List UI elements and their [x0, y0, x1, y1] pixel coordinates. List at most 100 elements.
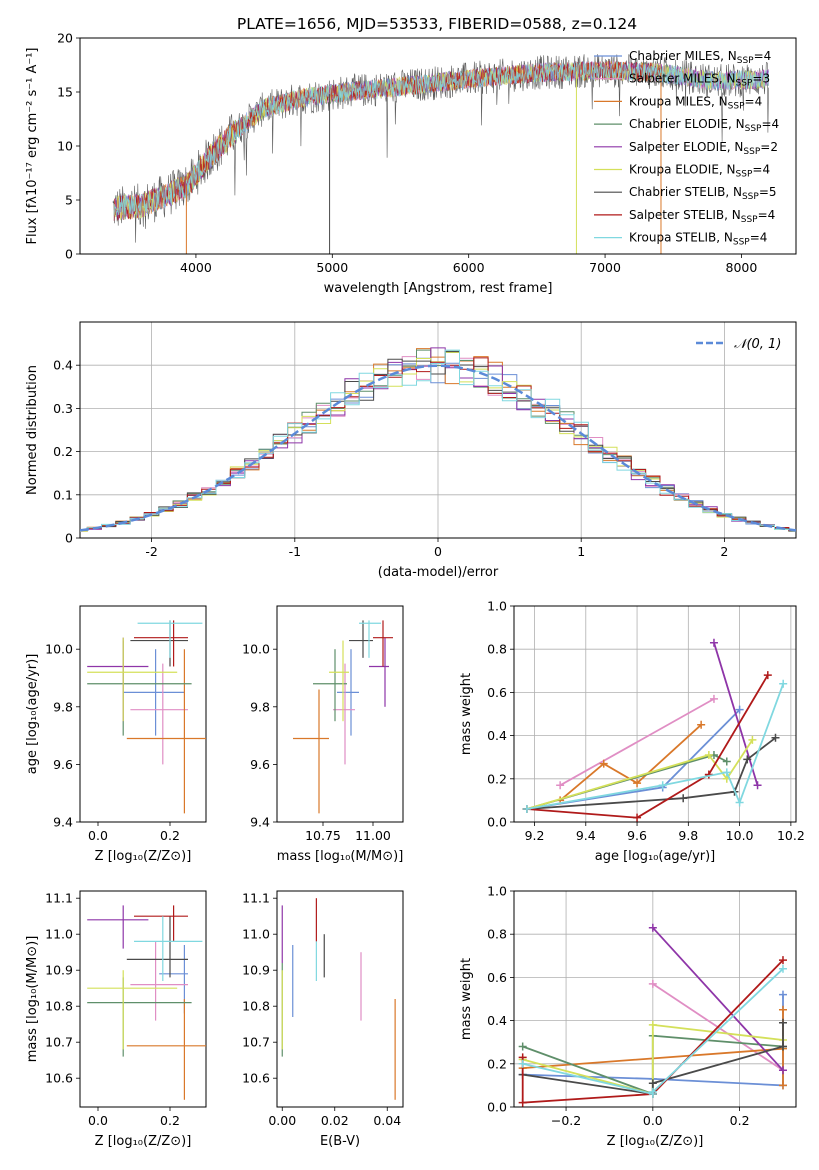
series-marker — [735, 705, 744, 714]
y-tick-label: 0.6 — [487, 970, 507, 985]
mass_weight_vs_age-axes: 9.2 9.4 9.6 9.8 10.0 10.2 0.0 0.2 0.4 0.6 0.8 1.0 ag… — [459, 599, 805, 865]
series-marker — [778, 964, 787, 973]
series-marker — [518, 1042, 527, 1051]
y-tick-label: 0.4 — [487, 728, 507, 743]
x-tick-label: 11.00 — [355, 828, 391, 843]
series-marker — [697, 720, 706, 729]
x-tick-label: 0.2 — [730, 1113, 750, 1128]
spectrum-series-4 — [113, 60, 769, 220]
mass_vs_ebv-points — [281, 898, 396, 1100]
series-marker — [633, 813, 642, 822]
series-marker — [522, 805, 531, 814]
series-marker — [753, 781, 762, 790]
spectrum-series-7 — [113, 60, 663, 221]
y-tick-label: 0.4 — [487, 1013, 507, 1028]
y-tick-label: 1.0 — [487, 884, 507, 899]
y-tick-label: 9.8 — [53, 699, 73, 714]
x-tick-label: -2 — [145, 544, 157, 559]
legend-label: Kroupa MILES, NSSP=4 — [629, 94, 762, 111]
series-marker — [556, 781, 565, 790]
x-axis-label: Z [log₁₀(Z/Z⊙)] — [607, 1134, 704, 1149]
series-marker — [778, 1018, 787, 1027]
series-marker — [771, 733, 780, 742]
x-tick-label: 1 — [577, 544, 585, 559]
mass_vs_Z-axes: 0.0 0.2 10.6 10.7 10.8 10.9 11.0 11.1 Z [log₁₀(Z… — [25, 890, 207, 1149]
axes-frame — [79, 605, 207, 823]
x-tick-label: 0.04 — [373, 1113, 401, 1128]
y-tick-label: 10.6 — [45, 1071, 73, 1086]
series-marker — [658, 781, 667, 790]
y-tick-label: 11.1 — [45, 891, 73, 906]
spectrum-legend: Chabrier MILES, NSSP=4 Salpeter MILES, NS… — [594, 49, 779, 248]
y-tick-label: 10.6 — [242, 1071, 270, 1086]
x-axis-label: wavelength [Angstrom, rest frame] — [324, 281, 553, 296]
y-tick-label: 1.0 — [487, 599, 507, 614]
mass_weight_vs_Z-axes: −0.2 0.0 0.2 0.0 0.2 0.4 0.6 0.8 1.0 Z [log₁₀(Z/Z… — [459, 884, 797, 1149]
series-marker — [779, 679, 788, 688]
y-tick-label: 0 — [65, 247, 73, 262]
y-axis-label: age [log₁₀(age/yr)] — [25, 654, 40, 775]
y-tick-label: 0.2 — [487, 771, 507, 786]
spectrum-lines — [112, 54, 769, 254]
legend-label: Salpeter STELIB, NSSP=4 — [629, 208, 775, 225]
y-tick-label: 9.8 — [250, 699, 270, 714]
series-marker — [743, 755, 752, 764]
y-tick-label: 0.0 — [487, 1100, 507, 1115]
series-marker — [735, 798, 744, 807]
x-tick-label: 9.4 — [576, 828, 596, 843]
series-marker — [599, 759, 608, 768]
series-marker — [704, 751, 713, 760]
x-tick-label: 8000 — [726, 260, 758, 275]
x-tick-label: 0.02 — [321, 1113, 349, 1128]
y-tick-label: 11.0 — [45, 927, 73, 942]
series-line-4 — [652, 927, 784, 1071]
x-tick-label: 4000 — [180, 260, 212, 275]
x-tick-label: 9.2 — [525, 828, 545, 843]
series-marker — [763, 671, 772, 680]
series-line-4 — [713, 642, 759, 786]
series-marker — [778, 1066, 787, 1075]
axes-frame — [513, 605, 797, 823]
series-marker — [648, 979, 657, 988]
y-tick-label: 10.9 — [45, 963, 73, 978]
y-tick-label: 10.0 — [45, 642, 73, 657]
x-tick-label: −0.2 — [551, 1113, 581, 1128]
series-marker — [709, 694, 718, 703]
y-tick-label: 9.4 — [53, 815, 73, 830]
y-tick-label: 9.6 — [53, 757, 73, 772]
y-axis-label: mass weight — [459, 958, 474, 1040]
y-tick-label: 0.0 — [487, 815, 507, 830]
age_vs_mass-axes: 10.75 11.00 9.4 9.6 9.8 10.0 mass [log₁₀(M/M⊙)… — [242, 605, 404, 864]
series-marker — [722, 757, 731, 766]
x-tick-label: 10.75 — [305, 828, 341, 843]
axes-frame — [79, 321, 797, 539]
y-axis-label: mass weight — [459, 673, 474, 755]
y-tick-label: 11.1 — [242, 891, 270, 906]
y-tick-label: 0.1 — [53, 487, 73, 502]
age_vs_Z-points — [87, 620, 206, 814]
axes-frame — [513, 890, 797, 1108]
series-marker — [648, 923, 657, 932]
series-marker — [518, 1098, 527, 1107]
series-marker — [633, 779, 642, 788]
x-tick-label: 10.0 — [726, 828, 754, 843]
y-tick-label: 0.6 — [487, 685, 507, 700]
x-tick-label: 0.00 — [268, 1113, 296, 1128]
series-line-2 — [559, 724, 702, 802]
y-axis-label: mass [log₁₀(M/M⊙)] — [25, 936, 40, 1063]
y-tick-label: 5 — [65, 193, 73, 208]
series-marker — [518, 1059, 527, 1068]
series-marker — [778, 1005, 787, 1014]
series-marker — [748, 735, 757, 744]
y-tick-label: 9.6 — [250, 757, 270, 772]
histogram-steps — [80, 347, 796, 532]
axes-frame — [79, 890, 207, 1108]
y-tick-label: 10.9 — [242, 963, 270, 978]
series-marker — [704, 770, 713, 779]
normal-legend-label: 𝒩(0, 1) — [734, 337, 781, 352]
series-marker — [722, 768, 731, 777]
y-tick-label: 10.8 — [45, 999, 73, 1014]
series-line-5 — [522, 1023, 784, 1096]
x-tick-label: 0.0 — [643, 1113, 663, 1128]
